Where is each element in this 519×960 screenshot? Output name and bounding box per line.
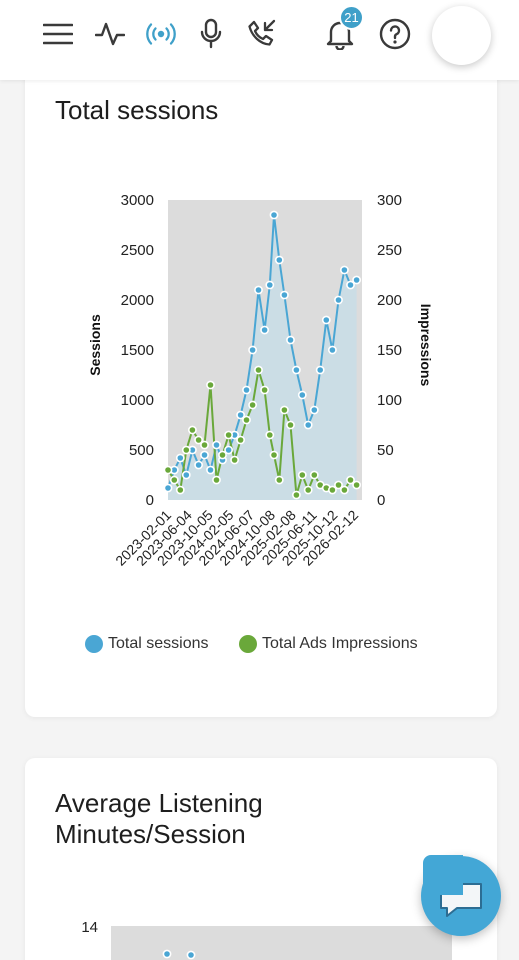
sessions-point	[334, 295, 343, 305]
avatar[interactable]	[432, 6, 491, 65]
legend-label: Total sessions	[108, 635, 209, 652]
sessions-point	[200, 450, 209, 460]
y2-tick-label: 250	[377, 242, 402, 259]
sessions-point	[339, 265, 349, 275]
sessions-point	[286, 335, 295, 345]
sessions-point	[163, 483, 173, 493]
sessions-point	[274, 255, 284, 265]
legend-item-impressions[interactable]: Total Ads Impressions	[239, 635, 418, 653]
impressions-point	[163, 465, 173, 475]
sessions-point	[291, 365, 301, 375]
impressions-point	[269, 450, 279, 460]
sessions-point	[194, 460, 203, 470]
broadcast-icon[interactable]	[141, 14, 181, 54]
y2-tick-label: 50	[377, 442, 394, 459]
impressions-point	[260, 385, 269, 395]
impressions-point	[218, 450, 227, 460]
impressions-point	[303, 485, 313, 495]
sessions-point	[327, 345, 337, 355]
sessions-point	[212, 440, 221, 450]
legend-dot-sessions	[85, 635, 103, 653]
activity-icon[interactable]	[90, 14, 130, 54]
impressions-point	[334, 480, 343, 490]
top-bar: 21	[0, 0, 519, 80]
impressions-point	[230, 455, 239, 465]
sessions-point	[269, 210, 279, 220]
sessions-point	[242, 385, 251, 395]
phone-incoming-icon[interactable]	[242, 14, 282, 54]
impressions-point	[346, 475, 355, 485]
notification-badge: 21	[339, 5, 364, 30]
y-tick-label: 1000	[121, 392, 154, 409]
sessions-point	[236, 410, 245, 420]
impressions-point	[339, 485, 349, 495]
card-title: Average Listening Minutes/Session	[55, 788, 263, 849]
legend-item-sessions[interactable]: Total sessions	[85, 635, 209, 653]
impressions-point	[309, 470, 319, 480]
listening-plot-area	[111, 926, 452, 960]
sessions-point	[206, 465, 215, 475]
y-tick-label: 1500	[121, 342, 154, 359]
listening-point	[186, 950, 196, 960]
impressions-point	[175, 485, 185, 495]
impressions-point	[254, 365, 263, 375]
impressions-point	[242, 415, 251, 425]
sessions-point	[315, 365, 325, 375]
impressions-point	[181, 445, 191, 455]
y2-tick-label: 0	[377, 492, 385, 509]
card-title: Total sessions	[55, 95, 219, 125]
y-tick-label: 3000	[121, 192, 154, 209]
legend-dot-impressions	[239, 635, 257, 653]
y2-tick-label: 100	[377, 392, 402, 409]
impressions-point	[286, 420, 295, 430]
sessions-point	[297, 390, 307, 400]
sessions-point	[224, 445, 233, 455]
impressions-point	[265, 430, 275, 440]
chat-button-corner	[423, 855, 463, 895]
y2-tick-label: 150	[377, 342, 402, 359]
sessions-point	[352, 275, 361, 285]
impressions-point	[206, 380, 215, 390]
sessions-point	[303, 420, 313, 430]
impressions-point	[291, 490, 301, 500]
legend-label: Total Ads Impressions	[262, 635, 418, 652]
y2-tick-label: 200	[377, 292, 402, 309]
y-tick-label: 0	[146, 492, 154, 509]
impressions-point	[194, 435, 203, 445]
sessions-point	[265, 280, 275, 290]
y-tick-label: 2000	[121, 292, 154, 309]
sessions-point	[321, 315, 331, 325]
help-icon[interactable]	[375, 14, 415, 54]
y2-axis-label: Impressions	[418, 304, 434, 387]
sessions-point	[248, 345, 257, 355]
impressions-point	[236, 435, 245, 445]
impressions-point	[169, 475, 179, 485]
impressions-point	[248, 400, 257, 410]
y2-tick-label: 300	[377, 192, 402, 209]
sessions-point	[279, 290, 289, 300]
listening-y-tick-label: 14	[81, 919, 98, 936]
impressions-point	[279, 405, 289, 415]
impressions-point	[200, 440, 209, 450]
impressions-point	[352, 480, 361, 490]
impressions-point	[297, 470, 307, 480]
impressions-point	[274, 475, 284, 485]
sessions-point	[175, 453, 185, 463]
sessions-point	[309, 405, 319, 415]
sessions-point	[260, 325, 269, 335]
impressions-point	[212, 475, 221, 485]
y-axis-label: Sessions	[87, 314, 103, 376]
sessions-point	[254, 285, 263, 295]
y-tick-label: 500	[129, 442, 154, 459]
impressions-point	[187, 425, 197, 435]
menu-icon[interactable]	[38, 14, 78, 54]
y-tick-label: 2500	[121, 242, 154, 259]
microphone-icon[interactable]	[191, 14, 231, 54]
sessions-point	[181, 470, 191, 480]
impressions-point	[224, 430, 233, 440]
impressions-point	[327, 485, 337, 495]
listening-point	[162, 949, 172, 959]
sessions-point	[346, 280, 355, 290]
